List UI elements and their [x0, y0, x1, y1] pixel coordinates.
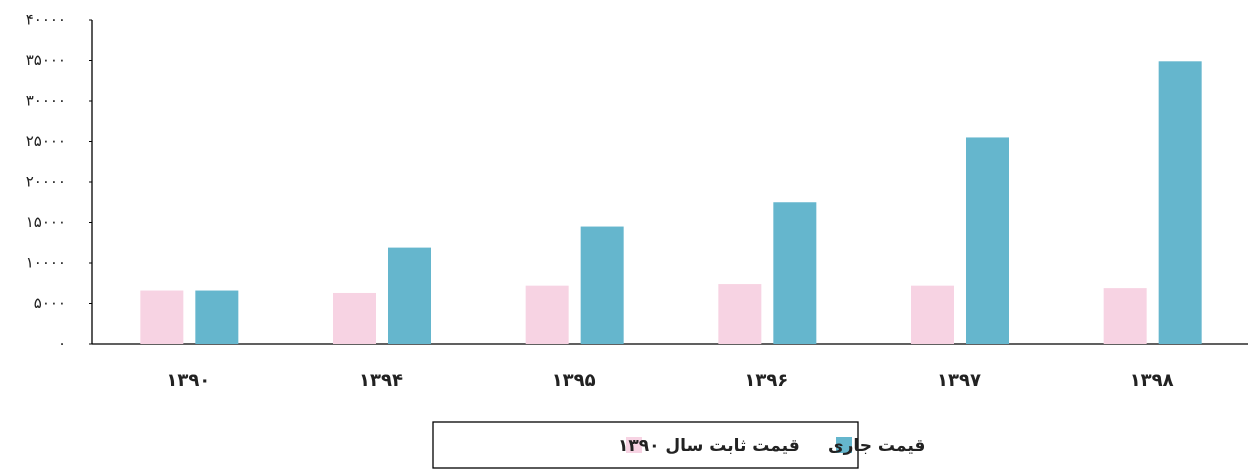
y-tick-label: ۱۰۰۰۰ [26, 254, 66, 272]
legend-swatch [626, 437, 642, 453]
y-tick-label: ۰ [58, 335, 66, 353]
y-tick-label: ۱۵۰۰۰ [26, 213, 66, 231]
legend-label: قیمت جاری [828, 436, 925, 456]
y-tick-label: ۲۵۰۰۰ [26, 132, 66, 150]
bar [140, 290, 184, 344]
x-tick-label: ۱۳۹۷ [937, 370, 981, 391]
legend-swatch [836, 437, 852, 453]
bar [195, 290, 239, 344]
y-tick-label: ۳۰۰۰۰ [26, 92, 66, 110]
x-tick-label: ۱۳۹۸ [1130, 370, 1174, 391]
bar [333, 292, 376, 344]
bar [911, 285, 954, 344]
bar [1103, 288, 1147, 344]
x-tick-label: ۱۳۹۶ [744, 370, 788, 391]
legend-label: قیمت ثابت سال ۱۳۹۰ [618, 436, 800, 456]
x-tick-label: ۱۳۹۴ [359, 370, 403, 391]
bar [718, 284, 762, 344]
x-tick-label: ۱۳۹۵ [552, 370, 596, 391]
bar [388, 247, 431, 344]
bar [773, 202, 817, 344]
legend [432, 421, 859, 469]
bar [1158, 61, 1202, 345]
y-tick-label: ۵۰۰۰ [34, 294, 66, 312]
y-tick-label: ۲۰۰۰۰ [26, 173, 66, 191]
y-tick-label: ۳۵۰۰۰ [26, 51, 66, 69]
x-tick-label: ۱۳۹۰ [166, 370, 210, 391]
bar [966, 137, 1009, 344]
y-tick-label: ۴۰۰۰۰ [26, 11, 66, 29]
bar [525, 285, 569, 344]
bar [580, 226, 624, 344]
